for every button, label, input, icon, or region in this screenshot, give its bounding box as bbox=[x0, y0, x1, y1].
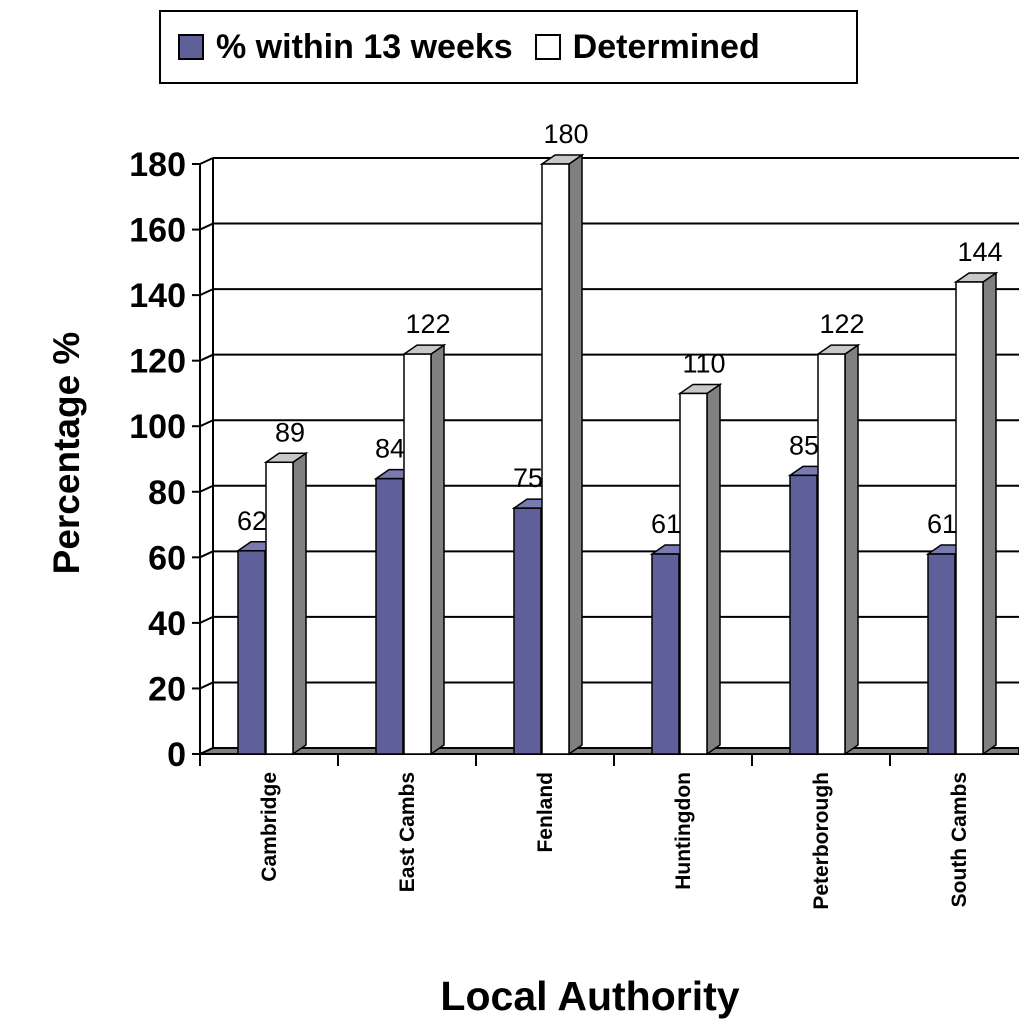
legend-label-determined: Determined bbox=[572, 27, 760, 66]
data-label-determined-peterborough: 122 bbox=[819, 309, 864, 339]
x-tick-label-fenland: Fenland bbox=[534, 772, 557, 853]
y-tick-label: 20 bbox=[148, 670, 186, 708]
y-tick-label: 0 bbox=[167, 736, 186, 774]
data-label-within-13-weeks-peterborough: 85 bbox=[789, 430, 819, 460]
bar-within-13-weeks-huntingdon bbox=[651, 553, 680, 755]
gridline-depth bbox=[199, 615, 214, 624]
y-tick-label: 160 bbox=[129, 212, 186, 250]
bar-determined-south-cambs bbox=[955, 281, 984, 755]
data-label-determined-fenland: 180 bbox=[543, 119, 588, 149]
y-tick-label: 140 bbox=[129, 277, 186, 315]
legend-label-within-13-weeks: % within 13 weeks bbox=[216, 27, 513, 66]
y-tick-label: 40 bbox=[148, 605, 186, 643]
y-tick-label: 60 bbox=[148, 539, 186, 577]
legend-swatch-within-13-weeks bbox=[178, 34, 204, 60]
y-tick-label: 120 bbox=[129, 343, 186, 381]
bar-determined-peterborough bbox=[817, 353, 846, 755]
bar-determined-cambridge bbox=[265, 461, 294, 755]
bar-side-determined-east-cambs bbox=[430, 343, 445, 756]
data-label-determined-huntingdon: 110 bbox=[682, 348, 725, 378]
gridline-depth bbox=[199, 484, 214, 493]
gridline-depth bbox=[199, 222, 214, 231]
x-tick-label-east-cambs: East Cambs bbox=[396, 772, 419, 892]
x-axis-title: Local Authority bbox=[440, 973, 740, 1019]
data-label-determined-cambridge: 89 bbox=[275, 417, 305, 447]
legend-item-determined: Determined bbox=[534, 27, 760, 67]
bar-determined-fenland bbox=[541, 163, 570, 755]
data-label-within-13-weeks-huntingdon: 61 bbox=[651, 509, 681, 539]
gridline-depth bbox=[199, 419, 214, 428]
legend: % within 13 weeks Determined bbox=[159, 10, 858, 84]
y-axis-title: Percentage % bbox=[46, 331, 87, 575]
x-tick-label-south-cambs: South Cambs bbox=[948, 772, 971, 907]
gridline-depth bbox=[199, 157, 214, 165]
x-tick-label-peterborough: Peterborough bbox=[810, 772, 833, 910]
bar-side-determined-peterborough bbox=[844, 343, 859, 756]
bar-within-13-weeks-south-cambs bbox=[927, 553, 956, 755]
data-label-determined-south-cambs: 144 bbox=[957, 237, 1002, 267]
bar-side-determined-cambridge bbox=[292, 451, 307, 756]
gridline-depth bbox=[199, 353, 214, 362]
data-label-within-13-weeks-cambridge: 62 bbox=[237, 506, 267, 536]
bar-within-13-weeks-peterborough bbox=[789, 474, 818, 755]
bar-side-determined-south-cambs bbox=[982, 271, 997, 756]
gridline-depth bbox=[199, 550, 214, 559]
bar-within-13-weeks-cambridge bbox=[237, 550, 266, 755]
bar-side-determined-fenland bbox=[568, 153, 583, 756]
gridline-depth bbox=[199, 681, 214, 690]
gridline-depth bbox=[199, 288, 214, 297]
x-tick-label-huntingdon: Huntingdon bbox=[672, 772, 695, 890]
y-tick-label: 100 bbox=[129, 408, 186, 446]
bar-determined-east-cambs bbox=[403, 353, 432, 755]
bar-within-13-weeks-fenland bbox=[513, 507, 542, 755]
y-tick-label: 80 bbox=[148, 474, 186, 512]
bar-side-determined-huntingdon bbox=[706, 383, 721, 756]
legend-swatch-determined bbox=[534, 34, 561, 60]
bar-within-13-weeks-east-cambs bbox=[375, 477, 404, 755]
legend-item-within-13-weeks: % within 13 weeks bbox=[178, 28, 513, 67]
y-tick-label: 180 bbox=[129, 146, 186, 184]
data-label-within-13-weeks-south-cambs: 61 bbox=[927, 509, 957, 539]
x-tick-label-cambridge: Cambridge bbox=[258, 772, 281, 882]
bar-determined-huntingdon bbox=[679, 392, 708, 755]
data-label-within-13-weeks-fenland: 75 bbox=[513, 463, 543, 493]
data-label-determined-east-cambs: 122 bbox=[405, 309, 450, 339]
data-label-within-13-weeks-east-cambs: 84 bbox=[375, 434, 405, 464]
